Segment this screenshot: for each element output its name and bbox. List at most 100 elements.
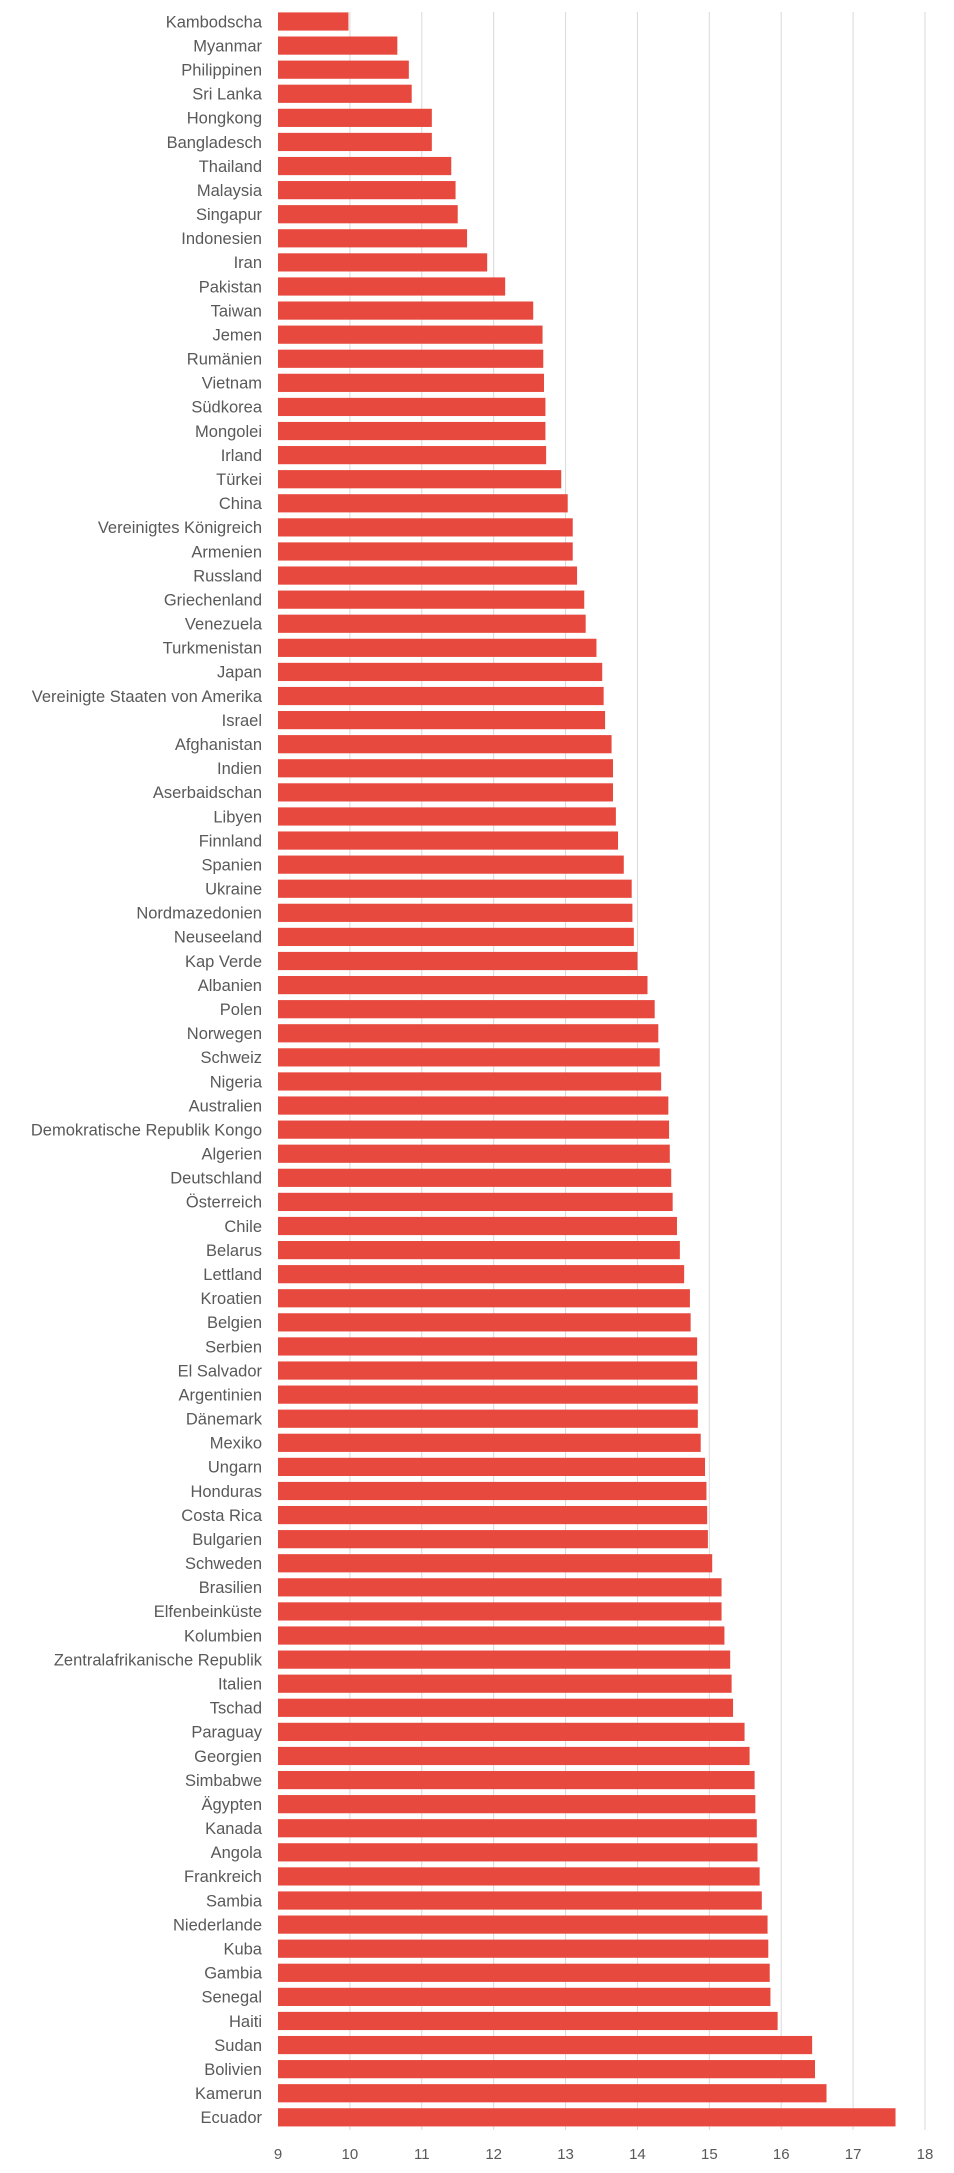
bar <box>278 12 349 31</box>
category-label: Kamerun <box>195 2085 262 2103</box>
bar <box>278 2060 816 2079</box>
bar <box>278 1698 734 1717</box>
category-label: Griechenland <box>164 591 262 609</box>
category-label: Italien <box>218 1676 262 1694</box>
x-tick-label: 16 <box>773 2146 790 2163</box>
category-label: Angola <box>211 1844 263 1862</box>
category-label: Belarus <box>206 1242 262 1260</box>
bar <box>278 325 543 344</box>
category-label: Armenien <box>191 543 262 561</box>
bar <box>278 60 409 79</box>
category-label: Dänemark <box>186 1411 263 1429</box>
category-label: Indien <box>217 760 262 778</box>
category-label: Demokratische Republik Kongo <box>31 1121 262 1139</box>
bar <box>278 1192 673 1212</box>
category-label: Kuba <box>223 1941 262 1959</box>
category-label: Österreich <box>186 1194 262 1212</box>
bar <box>278 1265 685 1284</box>
bar <box>278 446 547 465</box>
x-tick-label: 9 <box>274 2146 282 2163</box>
category-label: Singapur <box>196 206 263 224</box>
bar <box>278 1554 713 1573</box>
bar <box>278 494 568 513</box>
bar <box>278 1578 722 1597</box>
bar <box>278 421 546 441</box>
category-label: Paraguay <box>191 1724 262 1742</box>
category-label: Schweiz <box>201 1049 262 1067</box>
category-label: China <box>219 495 263 513</box>
category-label: Venezuela <box>185 616 263 634</box>
category-label: Albanien <box>198 977 262 995</box>
bar <box>278 1867 760 1886</box>
category-label: Australien <box>189 1097 262 1115</box>
bar <box>278 1337 698 1356</box>
category-label: Nordmazedonien <box>136 905 262 923</box>
bar <box>278 1674 732 1693</box>
bar <box>278 1770 755 1790</box>
category-label: Taiwan <box>211 302 262 320</box>
bar <box>278 205 458 224</box>
bar <box>278 735 612 754</box>
category-label: Mexiko <box>210 1435 262 1453</box>
bar <box>278 1409 698 1428</box>
category-label: Irland <box>221 447 262 465</box>
bar <box>278 807 616 826</box>
bar <box>278 1289 690 1308</box>
bar <box>278 181 456 200</box>
bar <box>278 951 638 971</box>
category-label: Türkei <box>216 471 262 489</box>
category-label: Indonesien <box>181 230 262 248</box>
category-label: Kroatien <box>201 1290 262 1308</box>
bar <box>278 1000 655 1019</box>
category-label: Jemen <box>212 326 262 344</box>
category-label: Zentralafrikanische Republik <box>54 1651 263 1669</box>
bar <box>278 470 562 489</box>
x-tick-label: 11 <box>414 2146 430 2163</box>
bar <box>278 1216 677 1236</box>
category-label: Lettland <box>203 1266 262 1284</box>
x-tick-label: 18 <box>917 2146 934 2163</box>
category-label: Frankreich <box>184 1868 262 1886</box>
category-label: Kolumbien <box>184 1627 262 1645</box>
bar <box>278 759 614 778</box>
bars <box>278 12 896 2127</box>
category-label: Tschad <box>210 1700 262 1718</box>
bar <box>278 108 432 127</box>
bar <box>278 2084 827 2103</box>
bar <box>278 662 603 682</box>
x-axis-tick-labels: 9 10 11 12 13 14 15 16 17 18 <box>274 2146 934 2163</box>
bar <box>278 1072 662 1091</box>
x-tick-label: 15 <box>701 2146 718 2163</box>
x-tick-label: 10 <box>342 2146 359 2163</box>
bar <box>278 397 546 417</box>
bar <box>278 1433 701 1452</box>
bar <box>278 686 604 706</box>
bar <box>278 277 506 296</box>
bar <box>278 1361 698 1380</box>
bar <box>278 1530 708 1549</box>
x-tick-label: 13 <box>557 2146 574 2163</box>
bar <box>278 1144 670 1163</box>
bar <box>278 1650 731 1669</box>
category-label: Simbabwe <box>185 1772 262 1790</box>
bar <box>278 1915 768 1934</box>
bar <box>278 1746 750 1766</box>
category-label: Ungarn <box>208 1459 262 1477</box>
category-label: Kanada <box>205 1820 263 1838</box>
bar <box>278 1240 680 1260</box>
bar <box>278 518 573 537</box>
category-label: Polen <box>220 1001 262 1019</box>
category-label: Brasilien <box>199 1579 262 1597</box>
category-label: Deutschland <box>170 1170 262 1188</box>
bar <box>278 1505 708 1525</box>
category-label: Ecuador <box>201 2109 263 2127</box>
category-label: Kambodscha <box>166 13 263 31</box>
category-label: Philippinen <box>181 61 262 79</box>
category-label: Libyen <box>213 808 262 826</box>
bar <box>278 1168 672 1187</box>
bar <box>278 1626 725 1645</box>
bar <box>278 1963 770 1982</box>
bar <box>278 879 632 898</box>
category-label: Algerien <box>201 1146 262 1164</box>
